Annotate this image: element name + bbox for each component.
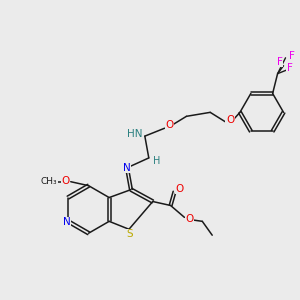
Text: O: O [226,115,234,125]
Text: HN: HN [127,129,143,139]
Text: O: O [62,176,70,186]
Text: H: H [153,156,160,166]
Text: N: N [63,217,71,227]
Text: N: N [123,163,131,173]
Text: F: F [277,57,283,67]
Text: O: O [176,184,184,194]
Text: O: O [185,214,194,224]
Text: O: O [166,120,174,130]
Text: F: F [286,63,292,73]
Text: F: F [289,51,294,61]
Text: CH₃: CH₃ [40,177,57,186]
Text: S: S [127,229,133,239]
